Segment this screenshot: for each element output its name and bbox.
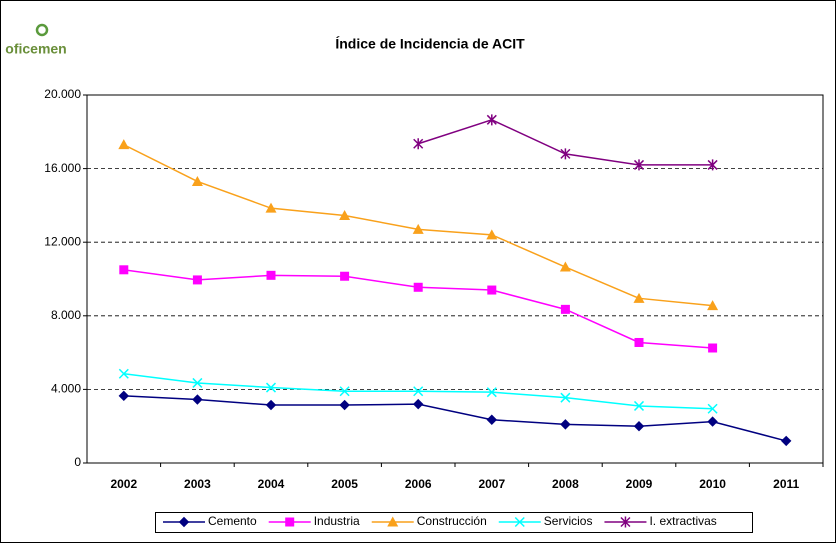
marker bbox=[708, 343, 718, 353]
x-tick-label: 2008 bbox=[552, 477, 579, 491]
marker bbox=[633, 159, 645, 171]
marker bbox=[119, 265, 129, 275]
marker bbox=[413, 138, 424, 150]
marker bbox=[412, 223, 424, 234]
marker bbox=[413, 386, 424, 397]
marker bbox=[633, 420, 645, 432]
marker bbox=[118, 139, 130, 150]
marker bbox=[118, 368, 129, 379]
legend-box bbox=[155, 512, 753, 533]
marker bbox=[707, 416, 718, 427]
y-tick-label: 4.000 bbox=[51, 382, 81, 396]
marker bbox=[780, 435, 792, 447]
marker bbox=[560, 304, 570, 314]
legend-label: Industria bbox=[314, 514, 360, 528]
legend-label: Construcción bbox=[417, 514, 487, 528]
logo-text: oficemen bbox=[5, 41, 66, 57]
marker bbox=[340, 271, 350, 281]
marker bbox=[560, 419, 571, 430]
marker bbox=[412, 398, 424, 410]
marker bbox=[265, 202, 277, 213]
logo-icon bbox=[35, 23, 49, 37]
marker bbox=[634, 337, 644, 347]
marker bbox=[514, 516, 525, 528]
series-line bbox=[123, 395, 787, 442]
marker bbox=[707, 159, 718, 171]
marker bbox=[339, 386, 350, 397]
marker bbox=[339, 210, 351, 221]
marker bbox=[559, 261, 571, 272]
x-tick-label: 2009 bbox=[626, 477, 653, 491]
x-tick-label: 2011 bbox=[773, 477, 799, 491]
y-tick-label: 20.000 bbox=[44, 87, 81, 101]
y-tick-label: 8.000 bbox=[51, 308, 81, 322]
marker bbox=[192, 275, 202, 285]
y-tick-label: 0 bbox=[74, 455, 81, 469]
marker bbox=[707, 300, 719, 311]
marker bbox=[265, 382, 277, 393]
marker bbox=[192, 394, 203, 405]
y-tick-label: 12.000 bbox=[44, 234, 81, 248]
marker bbox=[633, 292, 645, 303]
marker bbox=[560, 392, 571, 403]
x-tick-label: 2007 bbox=[478, 477, 505, 491]
marker bbox=[339, 399, 350, 411]
x-tick-label: 2004 bbox=[258, 477, 285, 491]
marker bbox=[178, 516, 190, 528]
logo: oficemen bbox=[5, 23, 67, 57]
marker bbox=[620, 516, 631, 528]
marker bbox=[486, 387, 497, 398]
marker bbox=[486, 229, 498, 240]
marker bbox=[486, 114, 497, 126]
legend-label: Servicios bbox=[544, 514, 593, 528]
x-tick-label: 2006 bbox=[405, 477, 432, 491]
marker bbox=[707, 403, 718, 414]
marker bbox=[487, 285, 497, 295]
marker bbox=[285, 517, 295, 527]
marker bbox=[560, 148, 571, 160]
legend-label: Cemento bbox=[208, 514, 257, 528]
marker bbox=[413, 282, 423, 292]
marker bbox=[633, 400, 645, 411]
y-tick-label: 16.000 bbox=[44, 161, 81, 175]
x-tick-label: 2010 bbox=[699, 477, 726, 491]
marker bbox=[192, 377, 203, 388]
marker bbox=[265, 399, 277, 411]
x-tick-label: 2003 bbox=[184, 477, 211, 491]
marker bbox=[266, 270, 276, 280]
legend-label: I. extractivas bbox=[649, 514, 716, 528]
x-tick-label: 2002 bbox=[110, 477, 137, 491]
x-tick-label: 2005 bbox=[331, 477, 358, 491]
chart-title: Índice de Incidencia de ACIT bbox=[335, 36, 525, 52]
marker bbox=[191, 175, 203, 186]
marker bbox=[387, 516, 399, 527]
marker bbox=[118, 390, 130, 402]
marker bbox=[486, 414, 498, 425]
